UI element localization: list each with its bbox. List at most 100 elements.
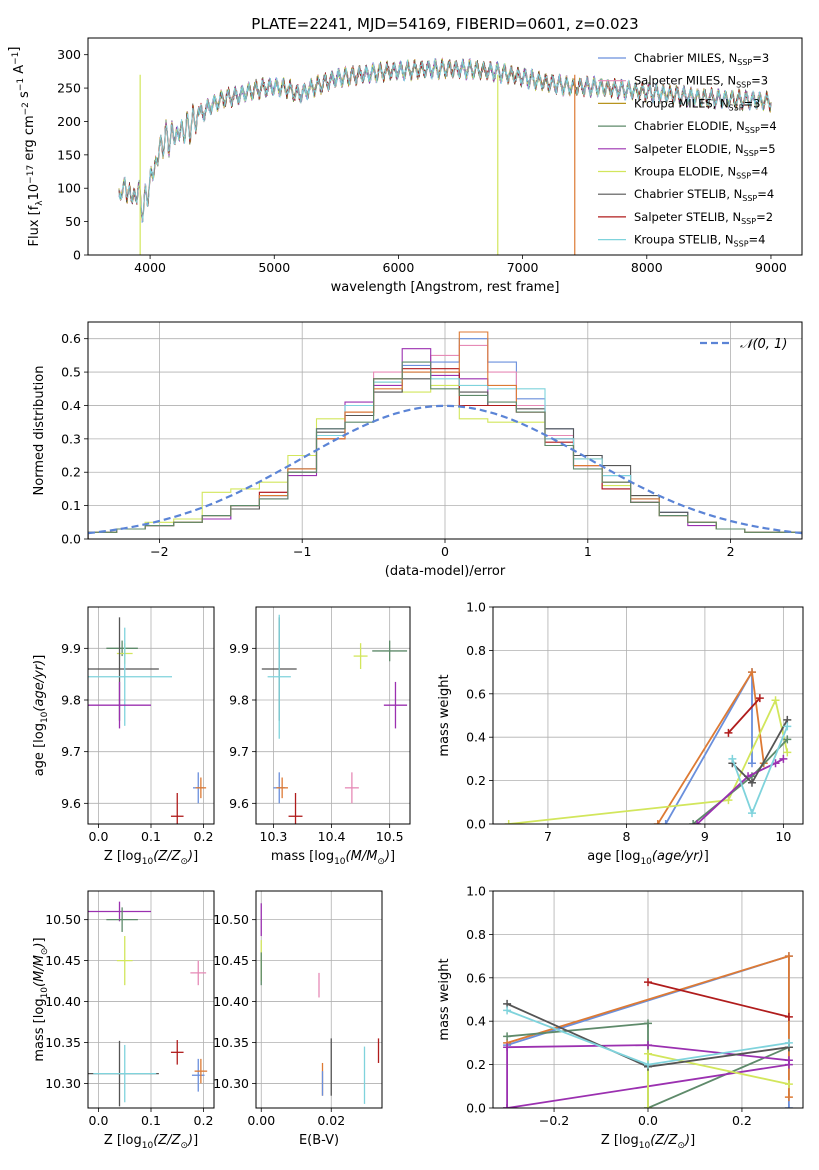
y-tick-label: 0.1 — [61, 498, 81, 513]
weight-marker — [783, 722, 792, 731]
y-tick-label: 200 — [57, 114, 81, 129]
y-tick-label: 0.0 — [466, 1101, 486, 1116]
y-tick-label: 10.40 — [45, 994, 81, 1009]
weight-marker — [783, 748, 792, 757]
axes-frame — [255, 606, 411, 825]
x-tick-label: 0.2 — [194, 1113, 214, 1128]
y-tick-label: 0.4 — [466, 730, 486, 745]
plot-area — [503, 952, 793, 1108]
weight-marker — [747, 809, 756, 818]
axes-frame — [87, 37, 803, 256]
weight-marker — [503, 1032, 512, 1041]
x-axis-label: wavelength [Angstrom, rest frame] — [331, 280, 560, 295]
y-tick-label: 0.6 — [466, 970, 486, 985]
chart-mass-vs-Z: 0.0 0.1 0.2 10.30 10.35 10.40 10.45 10.50 Z [log… — [32, 890, 215, 1151]
chart-weight-vs-age: 7 8 9 10 0.0 0.2 0.4 0.6 0.8 1.0 age [log10(age/yr… — [437, 600, 804, 867]
weight-marker — [644, 1060, 652, 1069]
axes-frame — [255, 890, 383, 1109]
x-tick-label: 10.3 — [260, 829, 288, 844]
axes-frame — [492, 606, 804, 825]
x-tick-label: 0.00 — [247, 1113, 275, 1128]
y-axis-label: mass weight — [437, 674, 452, 756]
figure-title: PLATE=2241, MJD=54169, FIBERID=0601, z=0… — [251, 15, 638, 33]
y-tick-label: 1.0 — [466, 884, 486, 899]
y-tick-label: 10.45 — [45, 953, 81, 968]
weight-marker — [503, 1104, 512, 1108]
x-tick-label: 10.4 — [318, 829, 346, 844]
weight-marker — [644, 1049, 652, 1058]
y-tick-label: 0.6 — [61, 331, 81, 346]
spectrum-line — [118, 58, 772, 223]
y-tick-label: 0 — [73, 248, 81, 263]
x-tick-label: −0.2 — [539, 1113, 569, 1128]
legend-label: 𝒩(0, 1) — [740, 337, 787, 352]
x-tick-label: −2 — [150, 544, 168, 559]
weight-marker — [779, 754, 788, 763]
y-tick-label: 10.50 — [213, 912, 249, 927]
y-tick-label: 10.35 — [213, 1035, 249, 1050]
x-tick-label: 1 — [584, 544, 592, 559]
x-tick-label: 2 — [727, 544, 735, 559]
y-tick-label: 9.6 — [229, 796, 249, 811]
x-tick-label: 10.5 — [376, 829, 404, 844]
y-tick-label: 0.0 — [61, 532, 81, 547]
x-axis-label: E(B-V) — [299, 1133, 339, 1148]
legend-label: Chabrier ELODIE, NSSP=4 — [634, 119, 777, 135]
plot-area — [88, 901, 208, 1107]
weight-marker — [784, 1012, 793, 1021]
weight-marker — [783, 735, 792, 744]
y-axis-label: mass [log10(M/M⊙)] — [32, 937, 50, 1061]
x-tick-label: 10 — [775, 829, 791, 844]
y-tick-label: 9.7 — [61, 744, 81, 759]
plot-area — [88, 331, 802, 539]
y-tick-label: 10.50 — [45, 912, 81, 927]
x-axis-label: (data-model)/error — [385, 564, 506, 579]
x-axis-label: mass [log10(M/M⊙)] — [271, 849, 395, 867]
y-tick-label: 100 — [57, 181, 81, 196]
x-tick-label: 0.2 — [732, 1113, 752, 1128]
y-tick-label: 9.6 — [61, 796, 81, 811]
y-tick-label: 50 — [65, 214, 81, 229]
legend-label: Kroupa STELIB, NSSP=4 — [634, 233, 765, 249]
x-tick-label: 0.0 — [638, 1113, 658, 1128]
chart-weight-vs-Z: −0.2 0.0 0.2 0.0 0.2 0.4 0.6 0.8 1.0 Z [log10(Z/Z… — [437, 884, 804, 1151]
weight-marker — [728, 754, 737, 763]
y-tick-label: 1.0 — [466, 600, 486, 615]
y-tick-label: 0.2 — [466, 1057, 486, 1072]
weight-marker — [771, 696, 780, 705]
weight-marker — [784, 1080, 793, 1089]
x-tick-label: 0.0 — [89, 1113, 109, 1128]
y-tick-label: 10.45 — [213, 953, 249, 968]
plot-area — [88, 617, 207, 824]
y-tick-label: 0.0 — [466, 817, 486, 832]
y-tick-label: 0.2 — [466, 773, 486, 788]
y-tick-label: 10.40 — [213, 994, 249, 1009]
gaussian-curve — [88, 404, 802, 535]
weight-line — [696, 758, 784, 824]
x-tick-label: 0.0 — [89, 829, 109, 844]
weight-marker — [784, 1060, 793, 1069]
legend-label: Salpeter MILES, NSSP=3 — [634, 74, 768, 90]
x-tick-label: −1 — [293, 544, 311, 559]
weight-marker — [755, 694, 764, 703]
y-tick-label: 9.9 — [229, 641, 249, 656]
chart-residuals: −2 −1 0 1 2 0.0 0.1 0.2 0.3 0.4 0.5 0.6 (data-model)… — [32, 321, 803, 579]
weight-marker — [644, 1041, 652, 1050]
x-tick-label: 8 — [622, 829, 630, 844]
weight-marker — [503, 1006, 512, 1015]
y-tick-label: 0.4 — [61, 398, 81, 413]
y-tick-label: 9.7 — [229, 744, 249, 759]
weight-marker — [644, 978, 652, 987]
x-axis-label: Z [log10(Z/Z⊙)] — [104, 1133, 198, 1151]
weight-line — [664, 668, 753, 824]
x-tick-label: 4000 — [134, 260, 166, 275]
weight-line — [508, 697, 789, 824]
weight-marker — [693, 820, 702, 824]
weight-marker — [784, 1038, 793, 1047]
x-tick-label: 9000 — [755, 260, 787, 275]
x-axis-label: age [log10(age/yr)] — [587, 849, 709, 867]
weight-marker — [653, 820, 662, 824]
y-tick-label: 0.3 — [61, 431, 81, 446]
y-tick-label: 0.2 — [61, 465, 81, 480]
axes-frame — [492, 890, 804, 1109]
